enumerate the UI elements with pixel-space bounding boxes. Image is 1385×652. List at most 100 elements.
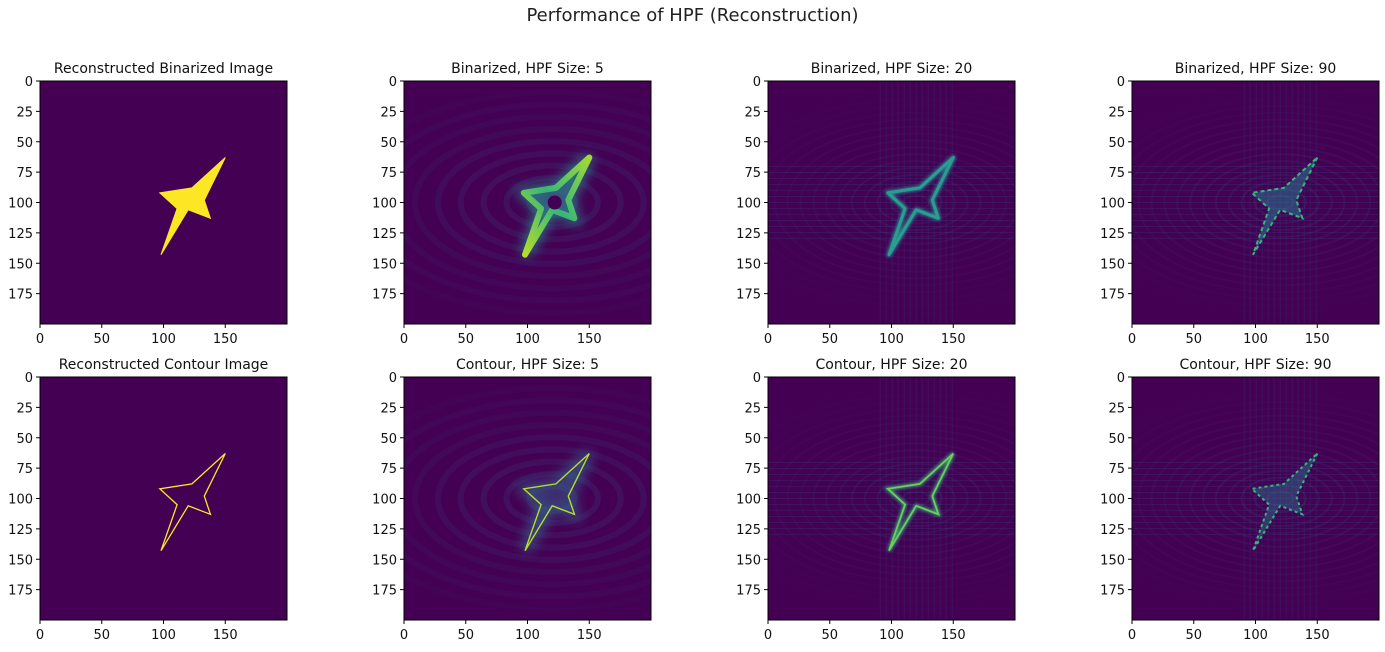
ripple-artifact bbox=[768, 111, 1015, 294]
ripple-artifact bbox=[1132, 104, 1379, 301]
ripple-artifact bbox=[503, 174, 601, 231]
ripple-artifact bbox=[812, 146, 1015, 259]
image-content bbox=[768, 377, 1015, 620]
ripple-artifact bbox=[480, 162, 624, 243]
x-tick-label: 50 bbox=[821, 628, 838, 643]
ripple-artifact bbox=[412, 125, 651, 280]
x-tick-label: 100 bbox=[879, 628, 904, 643]
ripple-artifact bbox=[1132, 118, 1379, 287]
shape-edge bbox=[886, 156, 955, 257]
image-background bbox=[40, 377, 287, 620]
x-tick-label: 0 bbox=[1128, 332, 1136, 347]
ripple-artifact bbox=[1240, 476, 1320, 521]
ripple-artifact bbox=[1202, 160, 1359, 245]
subplot-6: Contour, HPF Size: 5 0 50 100 150 0 25 50 75 100 1… bbox=[372, 357, 652, 643]
y-tick-label: 0 bbox=[389, 371, 397, 386]
ripple-artifact bbox=[768, 407, 1015, 590]
x-tick-label: 100 bbox=[151, 628, 176, 643]
y-tick-label: 100 bbox=[8, 197, 33, 212]
contour-shape bbox=[158, 453, 226, 552]
ripple-artifact bbox=[1227, 173, 1333, 232]
y-tick-label: 25 bbox=[1108, 401, 1125, 416]
y-tick-label: 50 bbox=[16, 432, 33, 447]
ripple-artifact bbox=[768, 400, 1015, 597]
x-tick-label: 0 bbox=[400, 628, 408, 643]
ripple-artifact bbox=[404, 113, 651, 292]
y-tick-label: 100 bbox=[1100, 197, 1125, 212]
ripple-artifact bbox=[404, 89, 651, 316]
y-tick-label: 175 bbox=[1100, 288, 1125, 303]
image-content bbox=[404, 385, 651, 612]
y-tick-label: 175 bbox=[736, 288, 761, 303]
binarized-shape bbox=[158, 157, 226, 255]
y-tick-label: 125 bbox=[1100, 227, 1125, 242]
ripple-artifact bbox=[1163, 139, 1379, 266]
y-tick-label: 50 bbox=[380, 136, 397, 151]
subplot-title: Binarized, HPF Size: 5 bbox=[451, 61, 604, 77]
y-tick-label: 25 bbox=[16, 105, 33, 120]
subplot-1: Reconstructed Binarized Image 0 50 100 150 0 2… bbox=[8, 61, 288, 347]
subplot-8: Contour, HPF Size: 90 0 50 100 150 0 25 50 75 100… bbox=[1100, 357, 1380, 643]
ripple-artifact bbox=[1132, 393, 1379, 604]
x-tick-label: 150 bbox=[577, 332, 602, 347]
ripple-artifact bbox=[1214, 166, 1346, 239]
ripple-artifact bbox=[773, 125, 1015, 280]
ripple-artifact bbox=[825, 449, 1008, 548]
y-tick-label: 175 bbox=[8, 288, 33, 303]
y-tick-label: 50 bbox=[16, 136, 33, 151]
y-tick-label: 75 bbox=[380, 462, 397, 477]
ripple-artifact bbox=[799, 139, 1015, 266]
y-tick-label: 25 bbox=[16, 401, 33, 416]
shape-edge bbox=[520, 154, 593, 258]
y-tick-label: 25 bbox=[380, 401, 397, 416]
subplot-5: Reconstructed Contour Image 0 50 100 150 0 25 5… bbox=[8, 357, 288, 643]
ripple-artifact bbox=[850, 166, 982, 239]
ripple-artifact bbox=[825, 153, 1008, 252]
subplot-title: Contour, HPF Size: 5 bbox=[456, 357, 599, 373]
y-tick-label: 175 bbox=[1100, 584, 1125, 599]
ripple-artifact bbox=[434, 434, 651, 563]
ripple-artifact bbox=[1132, 414, 1379, 583]
x-tick-label: 150 bbox=[941, 332, 966, 347]
ripple-artifact bbox=[1189, 153, 1372, 252]
y-tick-label: 50 bbox=[380, 432, 397, 447]
y-tick-label: 50 bbox=[744, 136, 761, 151]
y-tick-label: 75 bbox=[744, 166, 761, 181]
ripple-artifact bbox=[850, 462, 982, 535]
ripple-artifact bbox=[786, 132, 1015, 273]
x-tick-label: 100 bbox=[515, 332, 540, 347]
y-tick-label: 125 bbox=[1100, 523, 1125, 538]
ripple-artifact bbox=[404, 409, 651, 588]
ripple-artifact bbox=[1240, 180, 1320, 225]
y-tick-label: 150 bbox=[372, 257, 397, 272]
x-tick-label: 150 bbox=[213, 628, 238, 643]
ripple-artifact bbox=[404, 397, 651, 600]
ripple-artifact bbox=[1189, 449, 1372, 548]
ripple-artifact bbox=[1214, 462, 1346, 535]
x-tick-label: 50 bbox=[457, 628, 474, 643]
image-background bbox=[768, 377, 1015, 620]
ripple-artifact bbox=[434, 138, 651, 267]
x-tick-label: 0 bbox=[36, 332, 44, 347]
ripple-artifact bbox=[768, 118, 1015, 287]
image-background bbox=[1132, 377, 1379, 620]
y-tick-label: 50 bbox=[1108, 432, 1125, 447]
y-tick-label: 100 bbox=[736, 493, 761, 508]
ripple-artifact bbox=[1150, 132, 1379, 273]
x-tick-label: 150 bbox=[213, 332, 238, 347]
y-tick-label: 75 bbox=[16, 166, 33, 181]
y-tick-label: 175 bbox=[736, 584, 761, 599]
ripple-artifact bbox=[457, 150, 647, 255]
shape-edge bbox=[1249, 156, 1319, 256]
ripple-artifact bbox=[876, 476, 956, 521]
ripple-artifact bbox=[1227, 469, 1333, 528]
y-tick-label: 75 bbox=[1108, 462, 1125, 477]
x-tick-label: 50 bbox=[1185, 628, 1202, 643]
y-tick-label: 175 bbox=[372, 584, 397, 599]
subplot-title: Binarized, HPF Size: 20 bbox=[811, 61, 973, 77]
y-tick-label: 75 bbox=[16, 462, 33, 477]
y-tick-label: 150 bbox=[8, 553, 33, 568]
y-tick-label: 175 bbox=[8, 584, 33, 599]
x-tick-label: 50 bbox=[1185, 332, 1202, 347]
